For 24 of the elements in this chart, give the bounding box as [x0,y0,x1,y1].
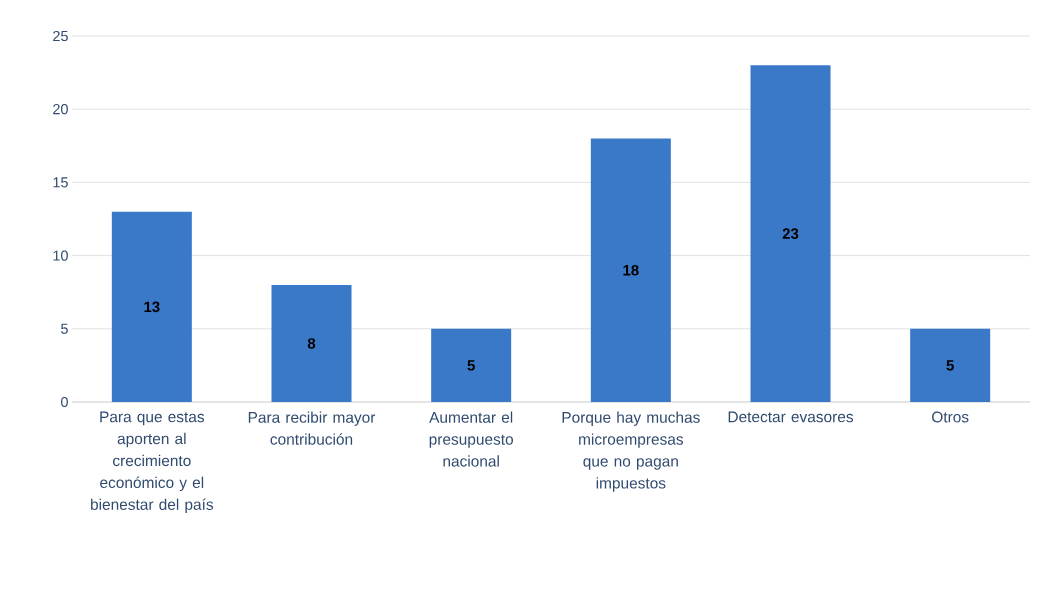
y-tick-label: 10 [53,250,68,261]
data-label: 5 [946,360,954,371]
x-tick-label: Detectar evasores [728,411,853,423]
bar [271,284,352,402]
data-label: 13 [144,301,160,313]
x-tick-label: Porque hay muchas microempresas que no pagan impuestos [562,411,700,492]
data-label: 23 [782,228,799,239]
bar [431,328,512,402]
y-tick-label: 25 [53,30,68,42]
x-tick-label: Aumentar el presupuesto nacional [429,411,513,467]
bar [590,138,671,402]
y-tick-label: 5 [61,323,68,334]
y-tick-label: 20 [53,104,68,115]
bar [111,211,192,402]
data-label: 5 [467,360,475,371]
bar [750,65,831,402]
y-tick-label: 15 [53,177,68,188]
data-label: 18 [623,264,639,276]
x-tick-label: Otros [932,411,969,423]
x-tick-label: Para que estas aporten al crecimiento económico y el bienestar del país [91,411,214,514]
x-tick-label: Para recibir mayor contribución [248,411,376,445]
data-label: 8 [307,338,316,349]
bar [910,328,991,402]
y-tick-label: 0 [61,396,68,408]
